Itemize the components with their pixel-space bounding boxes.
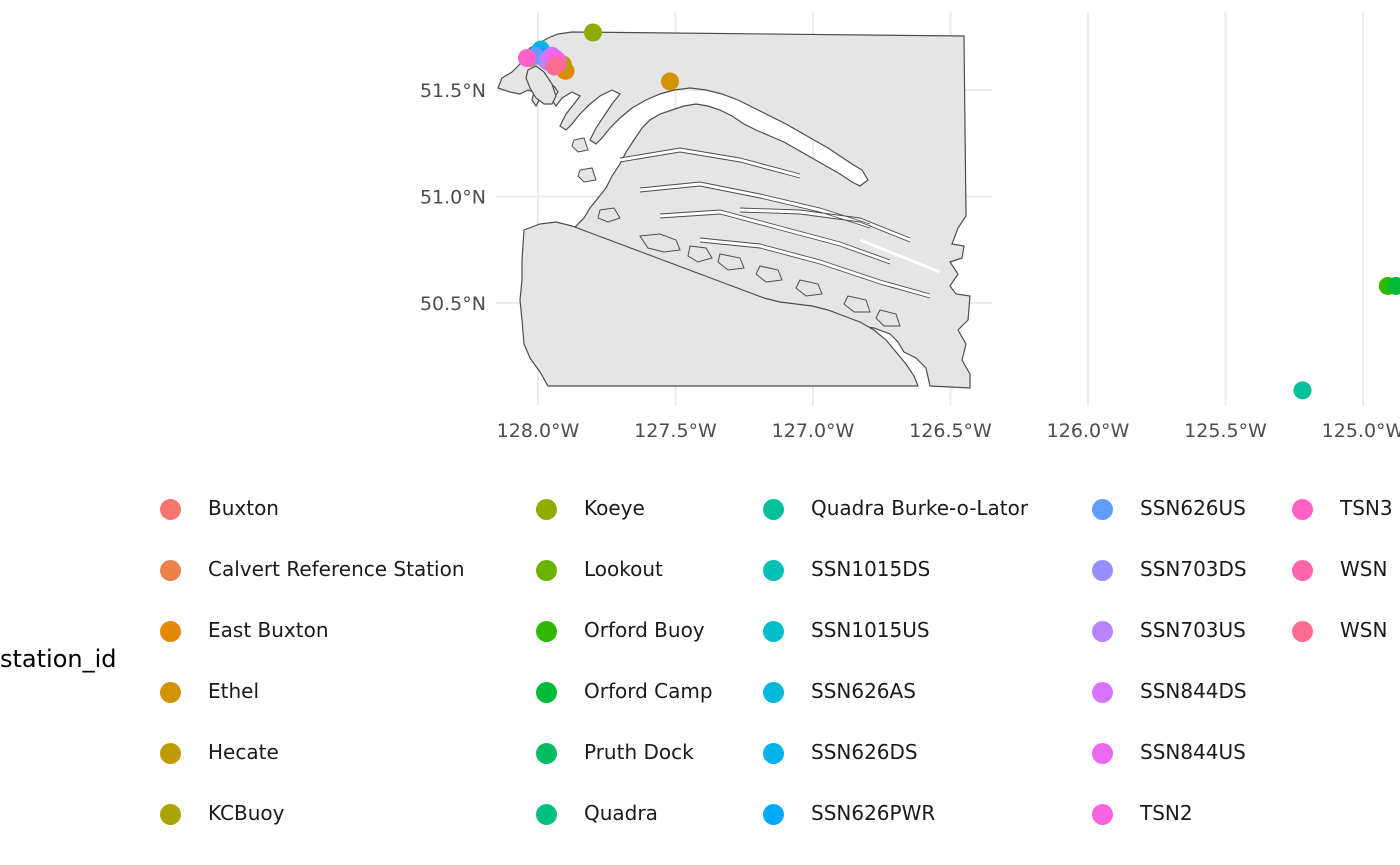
legend-key <box>536 743 557 764</box>
legend-key <box>160 743 181 764</box>
legend-key <box>763 743 784 764</box>
station-point <box>584 23 602 42</box>
x-tick-label: 125.5°W <box>1184 420 1267 442</box>
land-calvert-island <box>525 65 557 105</box>
legend-key <box>160 499 181 520</box>
legend-label: Lookout <box>584 557 663 581</box>
legend-key <box>536 499 557 520</box>
legend-key <box>1092 560 1113 581</box>
x-tick-label: 127.5°W <box>634 420 717 442</box>
legend-label: SSN703US <box>1140 618 1246 642</box>
station-points <box>518 23 1400 400</box>
legend-label: Quadra <box>584 801 658 825</box>
legend-label: Calvert Reference Station <box>208 557 465 581</box>
legend-key <box>160 682 181 703</box>
axis-tick-labels: 128.0°W 127.5°W 127.0°W 126.5°W 126.0°W 125.5… <box>420 80 1400 442</box>
legend-key <box>1092 499 1113 520</box>
coast-fjord-outlines <box>619 147 931 299</box>
legend-label: SSN844DS <box>1140 679 1247 703</box>
legend-key <box>160 560 181 581</box>
coast-fjords <box>619 148 941 298</box>
station-point <box>661 72 679 91</box>
legend-label: TSN2 <box>1140 801 1193 825</box>
legend-label: Koeye <box>584 496 645 520</box>
legend-label: Quadra Burke-o-Lator <box>811 496 1029 520</box>
legend-label: WSN <box>1340 557 1388 581</box>
legend-key <box>1292 560 1313 581</box>
station-point <box>545 57 564 76</box>
legend-label: Ethel <box>208 679 260 703</box>
legend-key <box>536 682 557 703</box>
station-point <box>518 49 536 68</box>
legend-key <box>763 621 784 642</box>
x-tick-label: 127.0°W <box>772 420 855 442</box>
y-tick-label: 51.0°N <box>420 187 486 209</box>
legend-label: SSN1015DS <box>811 557 931 581</box>
legend-title: station_id <box>0 645 117 673</box>
station-point <box>1387 276 1400 295</box>
map-plot: 128.0°W 127.5°W 127.0°W 126.5°W 126.0°W 125.5… <box>420 12 1400 442</box>
legend-label: SSN626US <box>1140 496 1246 520</box>
x-tick-label: 126.5°W <box>909 420 992 442</box>
land-vancouver-island <box>519 221 919 387</box>
legend-key <box>763 560 784 581</box>
legend-label: SSN626DS <box>811 740 918 764</box>
legend-key <box>160 621 181 642</box>
station-point <box>1293 381 1312 400</box>
legend-key <box>1092 804 1113 825</box>
legend-label: TSN3 <box>1340 496 1393 520</box>
y-tick-label: 51.5°N <box>420 80 486 102</box>
legend-label: SSN626PWR <box>811 801 936 825</box>
legend-label: WSN <box>1340 618 1388 642</box>
legend-key <box>763 804 784 825</box>
legend-label: East Buxton <box>208 618 329 642</box>
legend-label: SSN703DS <box>1140 557 1247 581</box>
land-islands <box>571 137 901 327</box>
legend-key <box>160 804 181 825</box>
y-tick-label: 50.5°N <box>420 293 486 315</box>
x-tick-label: 128.0°W <box>497 420 580 442</box>
legend-label: Hecate <box>208 740 279 764</box>
legend-label: Buxton <box>208 496 279 520</box>
legend-key <box>536 804 557 825</box>
legend-key <box>763 499 784 520</box>
legend-key <box>536 560 557 581</box>
legend-key <box>1292 621 1313 642</box>
legend-label: SSN844US <box>1140 740 1246 764</box>
land-polygon <box>497 31 971 389</box>
x-tick-label: 126.0°W <box>1047 420 1130 442</box>
legend-label: SSN626AS <box>811 679 916 703</box>
legend-label: Orford Buoy <box>584 618 705 642</box>
legend-key <box>1092 621 1113 642</box>
legend-key <box>763 682 784 703</box>
legend-label: SSN1015US <box>811 618 930 642</box>
legend-label: KCBuoy <box>208 801 285 825</box>
legend-key <box>1092 682 1113 703</box>
legend-key <box>1292 499 1313 520</box>
legend-label: Orford Camp <box>584 679 713 703</box>
legend-key <box>1092 743 1113 764</box>
legend-key <box>536 621 557 642</box>
legend-label: Pruth Dock <box>584 740 694 764</box>
x-tick-label: 125.0°W <box>1322 420 1400 442</box>
